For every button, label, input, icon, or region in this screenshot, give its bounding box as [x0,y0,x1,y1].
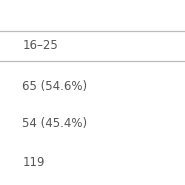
Text: 65 (54.6%): 65 (54.6%) [22,80,87,93]
Text: 16–25: 16–25 [22,39,58,52]
Text: 54 (45.4%): 54 (45.4%) [22,117,87,130]
Text: 119: 119 [22,156,45,169]
